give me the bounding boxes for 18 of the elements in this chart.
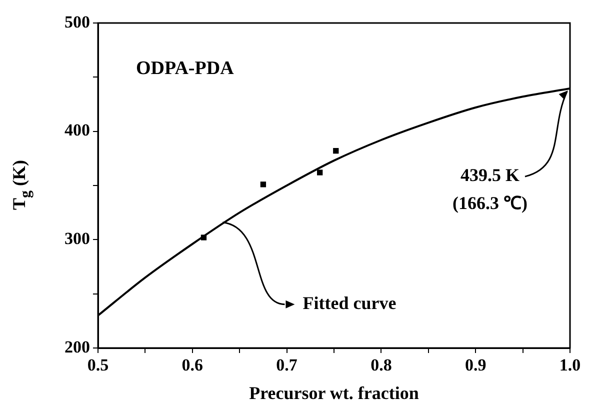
x-tick-label: 0.9 [464, 356, 486, 375]
point [333, 148, 339, 154]
annotation: ODPA-PDA [136, 58, 234, 79]
x-tick-label: 0.8 [370, 356, 392, 375]
x-tick-label: 1.0 [559, 356, 581, 375]
x-axis-title: Precursor wt. fraction [249, 382, 419, 403]
y-tick-label: 400 [64, 120, 90, 140]
point [260, 182, 266, 188]
point [317, 170, 323, 176]
x-tick-label: 0.5 [87, 356, 109, 375]
point [200, 234, 207, 240]
y-tick-label: 500 [64, 12, 90, 32]
annotation: 439.5 K (166.3 ℃) [452, 165, 528, 214]
y-tick-label: 300 [64, 229, 90, 248]
annotation: Fitted curve [302, 292, 396, 313]
x-tick-label: 0.7 [276, 356, 298, 375]
y-tick-label: 200 [64, 337, 90, 356]
x-tick-label: 0.6 [182, 356, 204, 375]
